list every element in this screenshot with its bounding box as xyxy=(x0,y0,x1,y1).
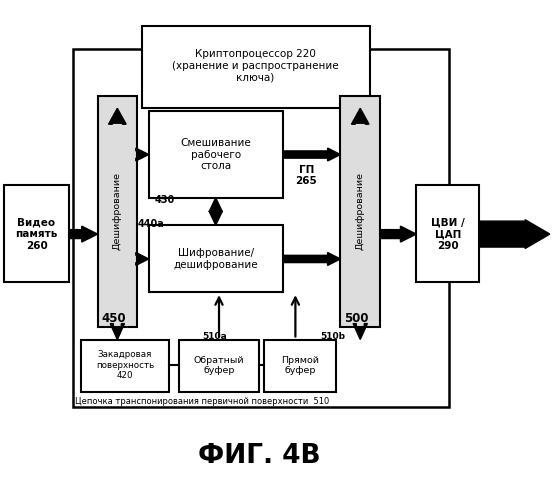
Polygon shape xyxy=(351,108,369,124)
Polygon shape xyxy=(480,220,550,248)
Text: Видео
память
260: Видео память 260 xyxy=(16,218,58,250)
FancyBboxPatch shape xyxy=(148,225,283,292)
FancyBboxPatch shape xyxy=(81,340,169,392)
Text: 500: 500 xyxy=(344,312,369,325)
Text: Шифрование/
дешифрование: Шифрование/ дешифрование xyxy=(173,248,258,270)
FancyBboxPatch shape xyxy=(148,111,283,198)
Text: Дешифрование: Дешифрование xyxy=(113,172,122,250)
Text: Смешивание
рабочего
стола: Смешивание рабочего стола xyxy=(181,138,251,171)
Text: Закадровая
поверхность
420: Закадровая поверхность 420 xyxy=(96,350,154,380)
Text: 510a: 510a xyxy=(202,332,227,341)
Text: 510b: 510b xyxy=(320,332,345,341)
Text: ГП
265: ГП 265 xyxy=(295,164,317,186)
FancyBboxPatch shape xyxy=(141,26,370,108)
Text: Видеовыход: Видеовыход xyxy=(483,230,545,238)
Polygon shape xyxy=(136,148,148,161)
FancyBboxPatch shape xyxy=(4,186,69,282)
FancyBboxPatch shape xyxy=(341,96,380,327)
Polygon shape xyxy=(380,226,416,242)
FancyBboxPatch shape xyxy=(98,96,137,327)
Text: Дешифрование: Дешифрование xyxy=(356,172,365,250)
Text: Цепочка транспонирования первичной поверхности  510: Цепочка транспонирования первичной повер… xyxy=(75,397,329,406)
FancyBboxPatch shape xyxy=(73,48,449,406)
Polygon shape xyxy=(69,226,98,242)
FancyBboxPatch shape xyxy=(264,340,336,392)
Text: 450: 450 xyxy=(101,312,126,325)
Polygon shape xyxy=(283,252,341,266)
Polygon shape xyxy=(209,198,222,225)
Text: ФИГ. 4В: ФИГ. 4В xyxy=(198,444,321,469)
Polygon shape xyxy=(110,324,125,340)
Polygon shape xyxy=(109,108,126,124)
FancyBboxPatch shape xyxy=(179,340,259,392)
Text: Прямой
буфер: Прямой буфер xyxy=(281,356,319,375)
Text: Криптопроцессор 220
(хранение и распространение
ключа): Криптопроцессор 220 (хранение и распрост… xyxy=(172,50,338,82)
Text: Обратный
буфер: Обратный буфер xyxy=(194,356,244,375)
Text: ЦВИ /
ЦАП
290: ЦВИ / ЦАП 290 xyxy=(432,218,465,250)
FancyBboxPatch shape xyxy=(416,186,480,282)
Polygon shape xyxy=(283,148,341,161)
Polygon shape xyxy=(136,252,148,266)
Text: 430: 430 xyxy=(154,196,175,205)
Text: 440a: 440a xyxy=(138,219,165,229)
Polygon shape xyxy=(353,324,367,340)
